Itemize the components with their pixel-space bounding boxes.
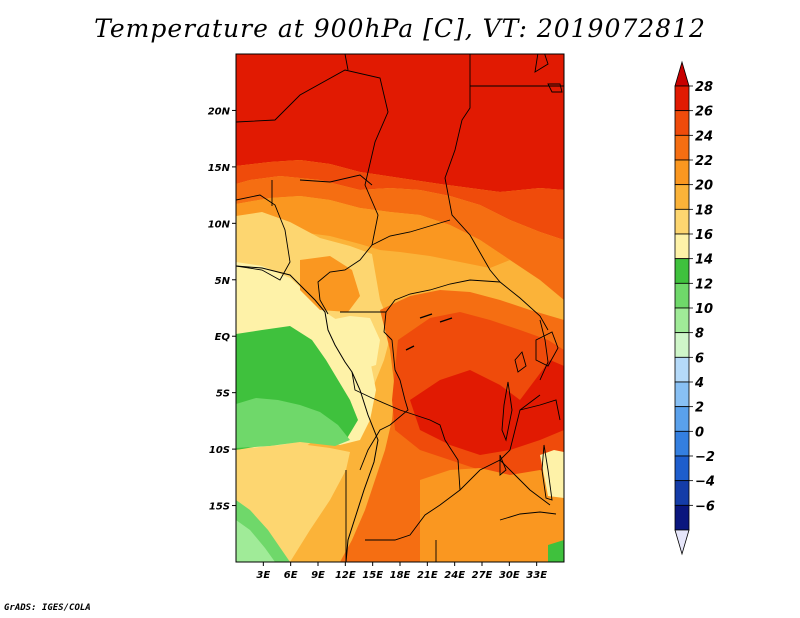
lat-tick-label: 15N: [208, 163, 231, 174]
lon-tick-label: 27E: [472, 570, 493, 581]
contour-28: [236, 54, 564, 192]
lon-tick-label: 24E: [444, 570, 465, 581]
country-borders: [236, 54, 564, 562]
colorbar-swatch: [674, 208, 690, 235]
lat-tick-label: 10S: [209, 445, 230, 456]
colorbar-label: 10: [695, 302, 713, 317]
colorbar-label: 16: [695, 228, 713, 243]
lat-tick-label: 5S: [216, 389, 230, 400]
colorbar-label: −2: [695, 450, 715, 465]
colorbar-swatch: [674, 282, 690, 309]
contour-26-north: [236, 160, 564, 240]
colorbar-label: 20: [695, 179, 713, 194]
temperature-field: [236, 54, 564, 562]
lat-tick-label: 20N: [208, 106, 231, 117]
grads-credit: GrADS: IGES/COLA: [4, 603, 91, 613]
colorbar-swatch: [674, 159, 690, 186]
map-title: Temperature at 900hPa [C], VT: 201907281…: [94, 14, 706, 43]
contour-28-interior: [410, 360, 564, 455]
rivers: [405, 313, 453, 351]
lon-tick-label: 12E: [335, 570, 356, 581]
contour-18-gabon: [330, 316, 380, 370]
colorbar-label: 26: [695, 105, 713, 120]
lon-tick-label: 33E: [526, 570, 547, 581]
coastline: [236, 265, 379, 562]
colorbar-swatch: [674, 332, 690, 358]
latitude-axis: 20N 15N 10N 5N EQ 5S 10S 15S: [208, 106, 236, 513]
colorbar-label: 24: [695, 129, 713, 144]
contour-12-ocean: [236, 398, 350, 448]
colorbar-label: 28: [695, 80, 713, 95]
colorbar-label: 6: [695, 351, 704, 366]
colorbar-under-arrow: [674, 529, 690, 556]
colorbar-swatch: [674, 85, 690, 112]
colorbar-swatch: [674, 480, 690, 506]
lon-tick-label: 21E: [417, 570, 438, 581]
colorbar-label: −6: [695, 499, 715, 514]
contour-22-sahel: [236, 196, 510, 268]
colorbar-label: 12: [695, 277, 713, 292]
colorbar-label: 22: [695, 154, 713, 169]
colorbar-swatch: [674, 381, 690, 408]
lat-tick-label: 15S: [209, 502, 230, 513]
lat-tick-label: 10N: [208, 219, 231, 230]
colorbar-over-arrow: [674, 60, 690, 87]
contour-10-southwest: [236, 520, 275, 562]
contour-24-sahel: [236, 176, 564, 300]
lat-tick-label: EQ: [215, 332, 231, 343]
contour-14-east: [548, 540, 564, 562]
longitude-axis: 3E 6E 9E 12E 15E 18E 21E 24E 27E 30E 33E: [256, 562, 547, 581]
lat-tick-label: 5N: [215, 276, 231, 287]
colorbar-swatch: [674, 356, 690, 383]
lon-tick-label: 15E: [362, 570, 383, 581]
colorbar-swatch: [674, 233, 690, 260]
colorbar-swatch: [674, 184, 690, 210]
lon-tick-label: 6E: [284, 570, 298, 581]
colorbar-swatch: [674, 504, 690, 531]
colorbar-label: −4: [695, 475, 715, 490]
contour-16-lake-zone: [540, 450, 564, 498]
lon-tick-label: 18E: [390, 570, 411, 581]
colorbar-swatch: [674, 406, 690, 432]
colorbar-label: 14: [695, 253, 713, 268]
colorbar-swatch: [674, 110, 690, 136]
colorbar-swatch: [674, 455, 690, 482]
colorbar-swatch: [674, 307, 690, 334]
lon-tick-label: 3E: [256, 570, 270, 581]
colorbar-label: 2: [695, 401, 704, 416]
colorbar-label: 0: [695, 425, 704, 440]
colorbar-label: 4: [694, 376, 704, 391]
colorbar-swatch: [674, 430, 690, 457]
colorbar-label: 18: [695, 203, 713, 218]
colorbar-swatch: [674, 258, 690, 284]
lon-tick-label: 9E: [311, 570, 325, 581]
lakes: [499, 54, 563, 501]
colorbar-swatch: [674, 134, 690, 161]
colorbar-label: 8: [695, 327, 704, 342]
lon-tick-label: 30E: [499, 570, 520, 581]
contour-22-southeast: [420, 468, 564, 562]
